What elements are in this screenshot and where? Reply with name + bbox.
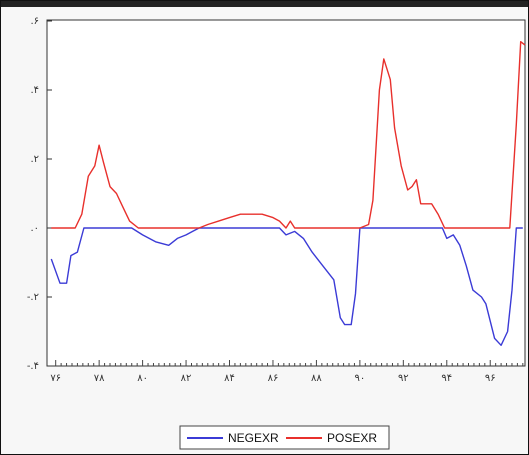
series-line-negexr xyxy=(50,227,523,346)
legend-label-negexr: NEGEXR xyxy=(228,431,279,445)
y-tick-label: -.۴ xyxy=(27,361,39,372)
x-tick-label: ۸۶ xyxy=(268,373,279,384)
series-group xyxy=(50,41,526,346)
y-tick-label: .۶ xyxy=(30,16,39,27)
x-tick-label: ۷۸ xyxy=(94,373,105,384)
top-border-bar xyxy=(1,1,528,7)
x-tick-label: ۹۰ xyxy=(354,373,365,384)
x-tick-label: ۸۴ xyxy=(224,373,235,384)
y-tick-label: -.۲ xyxy=(27,292,39,303)
y-tick-label: .۲ xyxy=(30,154,39,165)
y-tick-label: .۰ xyxy=(30,223,39,234)
x-axis: ۷۶ ۷۸ ۸۰ ۸۲ ۸۴ ۸۶ ۸۸ ۹۰ ۹۲ ۹۴ ۹۶ xyxy=(50,360,524,384)
y-tick-label: .۴ xyxy=(30,85,39,96)
x-tick-label: ۸۲ xyxy=(181,373,192,384)
x-tick-label: ۹۲ xyxy=(398,373,409,384)
y-axis: .۶ .۴ .۲ .۰ -.۲ -.۴ xyxy=(27,16,52,372)
legend-box xyxy=(179,425,390,450)
x-tick-label: ۹۶ xyxy=(485,373,496,384)
legend: NEGEXR POSEXR xyxy=(179,425,390,450)
plot-area xyxy=(46,19,526,367)
x-tick-label: ۹۴ xyxy=(441,373,452,384)
x-tick-label: ۸۰ xyxy=(137,373,148,384)
legend-label-posexr: POSEXR xyxy=(327,431,377,445)
x-tick-label: ۷۶ xyxy=(50,373,61,384)
series-line-posexr xyxy=(51,41,526,229)
x-tick-label: ۸۸ xyxy=(311,373,322,384)
